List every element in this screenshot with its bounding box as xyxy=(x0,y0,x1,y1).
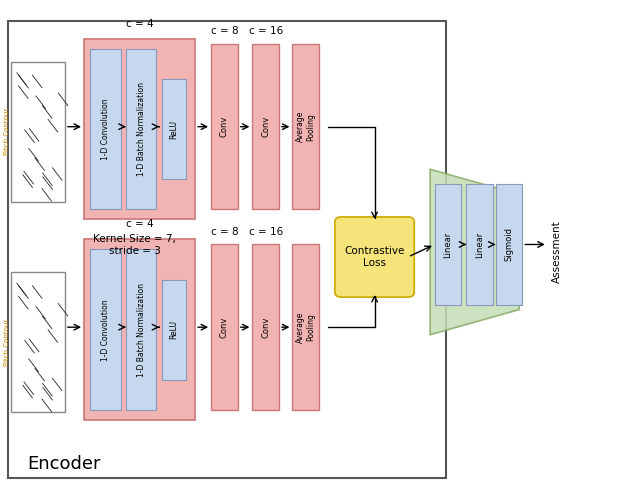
Bar xyxy=(252,44,279,209)
Bar xyxy=(466,184,493,304)
Bar xyxy=(211,44,238,209)
Bar xyxy=(252,244,279,410)
Text: Average
Pooling: Average Pooling xyxy=(296,111,315,143)
Text: Sigmoid: Sigmoid xyxy=(505,227,514,262)
Bar xyxy=(126,49,156,209)
Text: 1-D Convolution: 1-D Convolution xyxy=(101,299,110,360)
Text: Conv: Conv xyxy=(220,317,229,338)
Text: Kernel Size = 7,
stride = 3: Kernel Size = 7, stride = 3 xyxy=(93,234,176,256)
Text: 1-D Batch Normalization: 1-D Batch Normalization xyxy=(137,283,145,376)
Text: Encoder: Encoder xyxy=(27,455,100,473)
Text: c = 4: c = 4 xyxy=(126,19,154,29)
Text: Pitch Contour: Pitch Contour xyxy=(4,319,10,366)
Text: Pitch Contour: Pitch Contour xyxy=(4,108,10,155)
Text: Conv: Conv xyxy=(261,116,270,138)
Bar xyxy=(434,184,461,304)
Bar xyxy=(496,184,523,304)
Bar xyxy=(162,280,186,380)
Text: c = 16: c = 16 xyxy=(249,227,283,237)
FancyBboxPatch shape xyxy=(335,217,414,297)
Text: 1-D Batch Normalization: 1-D Batch Normalization xyxy=(137,82,145,176)
Text: c = 8: c = 8 xyxy=(211,27,238,36)
Bar xyxy=(91,249,121,410)
Text: Linear: Linear xyxy=(443,231,452,258)
Text: c = 8: c = 8 xyxy=(211,227,238,237)
Bar xyxy=(11,272,65,412)
Text: Linear: Linear xyxy=(475,231,484,258)
Text: Contrastive
Loss: Contrastive Loss xyxy=(345,246,404,268)
Text: 1-D Convolution: 1-D Convolution xyxy=(101,98,110,160)
Bar xyxy=(292,244,319,410)
Polygon shape xyxy=(430,169,519,335)
Bar xyxy=(162,79,186,179)
Text: ReLU: ReLU xyxy=(170,320,179,339)
Bar xyxy=(84,239,195,420)
Bar xyxy=(91,49,121,209)
Text: Conv: Conv xyxy=(261,317,270,338)
Bar xyxy=(8,22,446,478)
Text: Assessment: Assessment xyxy=(553,221,562,283)
Bar xyxy=(84,39,195,219)
Text: ReLU: ReLU xyxy=(170,120,179,139)
Bar xyxy=(126,249,156,410)
Bar xyxy=(292,44,319,209)
Bar xyxy=(211,244,238,410)
Text: c = 4: c = 4 xyxy=(126,219,154,229)
Text: Conv: Conv xyxy=(220,116,229,138)
Bar xyxy=(11,61,65,202)
Text: c = 16: c = 16 xyxy=(249,27,283,36)
Text: Average
Pooling: Average Pooling xyxy=(296,311,315,343)
